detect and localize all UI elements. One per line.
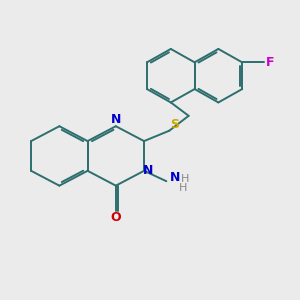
Text: N: N <box>111 113 121 126</box>
Text: O: O <box>110 211 121 224</box>
Text: S: S <box>170 118 179 130</box>
Text: F: F <box>266 56 274 69</box>
Text: N: N <box>169 171 180 184</box>
Text: H: H <box>178 183 187 193</box>
Text: N: N <box>142 164 153 177</box>
Text: H: H <box>181 174 189 184</box>
